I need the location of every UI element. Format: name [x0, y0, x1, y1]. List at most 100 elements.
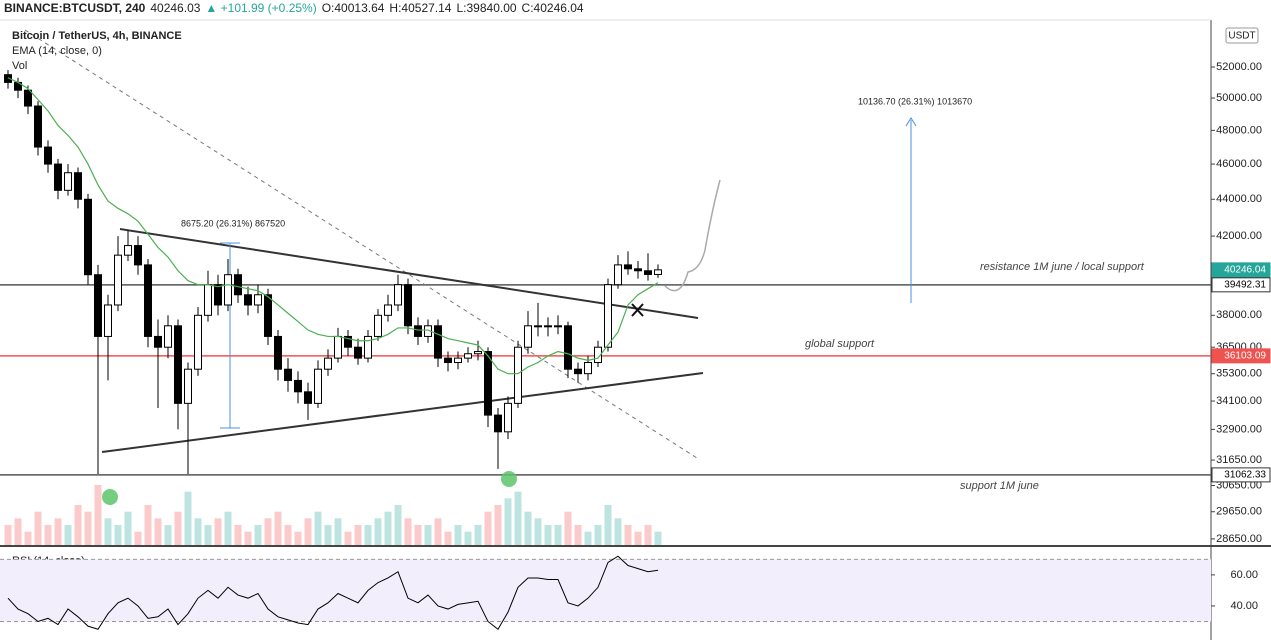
- candle-body: [454, 357, 462, 364]
- volume-bar: [554, 525, 562, 545]
- y-tick-label: 31650.00: [1216, 454, 1262, 466]
- volume-bar: [124, 511, 132, 545]
- candle-body: [354, 346, 362, 359]
- candle-body: [324, 357, 332, 370]
- candle-body: [604, 284, 612, 348]
- volume-bar: [544, 525, 552, 545]
- volume-bar: [454, 525, 462, 545]
- candle-body: [304, 391, 312, 404]
- candle-body: [614, 264, 622, 286]
- candle-body: [124, 245, 132, 256]
- candle-body: [54, 163, 62, 191]
- candle-body: [534, 325, 542, 328]
- candle-body: [384, 304, 392, 316]
- volume-bar: [44, 525, 52, 545]
- change: ▲ +101.99 (+0.25%): [205, 1, 317, 15]
- candle-body: [224, 274, 232, 306]
- currency: USDT: [1228, 31, 1255, 42]
- candle-body: [114, 254, 122, 306]
- candle-body: [234, 274, 242, 296]
- volume-bar: [94, 485, 102, 545]
- last-price: 40246.03: [150, 1, 201, 15]
- candle-body: [4, 74, 12, 83]
- candle-body: [64, 172, 72, 191]
- candle-body: [374, 314, 382, 337]
- volume-bar: [564, 511, 572, 545]
- volume-bar: [214, 518, 222, 545]
- candle-body: [204, 284, 212, 316]
- rsi-line: [7, 555, 659, 630]
- volume-bar: [314, 511, 322, 545]
- volume-bar: [304, 518, 312, 545]
- range-label: 10136.70 (26.31%) 1013670: [858, 96, 972, 106]
- open: O:40013.64: [321, 1, 385, 15]
- volume-bar: [384, 511, 392, 545]
- level-label: global support: [805, 338, 875, 350]
- volume-bar: [584, 531, 592, 545]
- volume-bar: [614, 518, 622, 545]
- volume-bar: [244, 531, 252, 545]
- dashed-trendline: [24, 29, 698, 459]
- y-tick-label: 48000.00: [1216, 124, 1262, 136]
- candle-body: [164, 325, 172, 348]
- volume-bar: [254, 525, 262, 545]
- volume-bar: [574, 525, 582, 545]
- candle-body: [104, 304, 112, 337]
- candle-body: [634, 268, 642, 272]
- volume-bar: [234, 525, 242, 545]
- volume-bar: [654, 531, 662, 545]
- volume-bar: [424, 525, 432, 545]
- candle-body: [364, 335, 372, 359]
- cross-mark: [631, 303, 644, 317]
- candle-body: [144, 264, 152, 337]
- low: L:39840.00: [456, 1, 517, 15]
- candle-body: [174, 325, 182, 404]
- candle-body: [284, 368, 292, 381]
- volume-bar: [514, 491, 522, 545]
- volume-bar: [334, 518, 342, 545]
- volume-bar: [324, 525, 332, 545]
- candle-body: [314, 368, 322, 404]
- candle-body: [544, 325, 552, 328]
- level-label: resistance 1M june / local support: [980, 261, 1145, 273]
- candle-body: [644, 270, 652, 275]
- volume-bar: [344, 531, 352, 545]
- candle-body: [84, 198, 92, 276]
- volume-bar: [174, 511, 182, 545]
- candle-body: [244, 294, 252, 306]
- volume-bar: [164, 525, 172, 545]
- candle-body: [34, 105, 42, 148]
- candle-body: [44, 146, 52, 165]
- candle-body: [74, 172, 82, 200]
- volume-bar: [204, 525, 212, 545]
- upper-trendline: [119, 228, 699, 319]
- volume-bar: [274, 511, 282, 545]
- high: H:40527.14: [389, 1, 452, 15]
- volume-bar: [644, 525, 652, 545]
- candle-body: [334, 335, 342, 359]
- volume-bar: [494, 505, 502, 545]
- volume-bar: [464, 531, 472, 545]
- candle-body: [24, 89, 32, 107]
- support-touch: [501, 471, 517, 487]
- y-tick-label: 46000.00: [1216, 158, 1262, 170]
- candle-body: [594, 346, 602, 364]
- candle-body: [264, 294, 272, 337]
- volume-bar: [364, 525, 372, 545]
- candle-body: [494, 414, 502, 433]
- candle-body: [514, 346, 522, 404]
- candle-body: [654, 269, 662, 275]
- symbol: BINANCE:BTCUSDT, 240: [4, 1, 146, 15]
- price-label: 39492.31: [1224, 279, 1266, 290]
- legend-volume: Vol: [12, 60, 27, 72]
- level-label: support 1M june: [960, 480, 1039, 492]
- price-label: 36103.09: [1224, 350, 1266, 361]
- volume-bar: [374, 518, 382, 545]
- volume-bar: [524, 511, 532, 545]
- candle-body: [154, 335, 162, 348]
- candle-body: [274, 335, 282, 370]
- candle-body: [624, 264, 632, 270]
- price-label: 31062.33: [1224, 470, 1266, 481]
- volume-bar: [114, 525, 122, 545]
- volume-bar: [504, 498, 512, 545]
